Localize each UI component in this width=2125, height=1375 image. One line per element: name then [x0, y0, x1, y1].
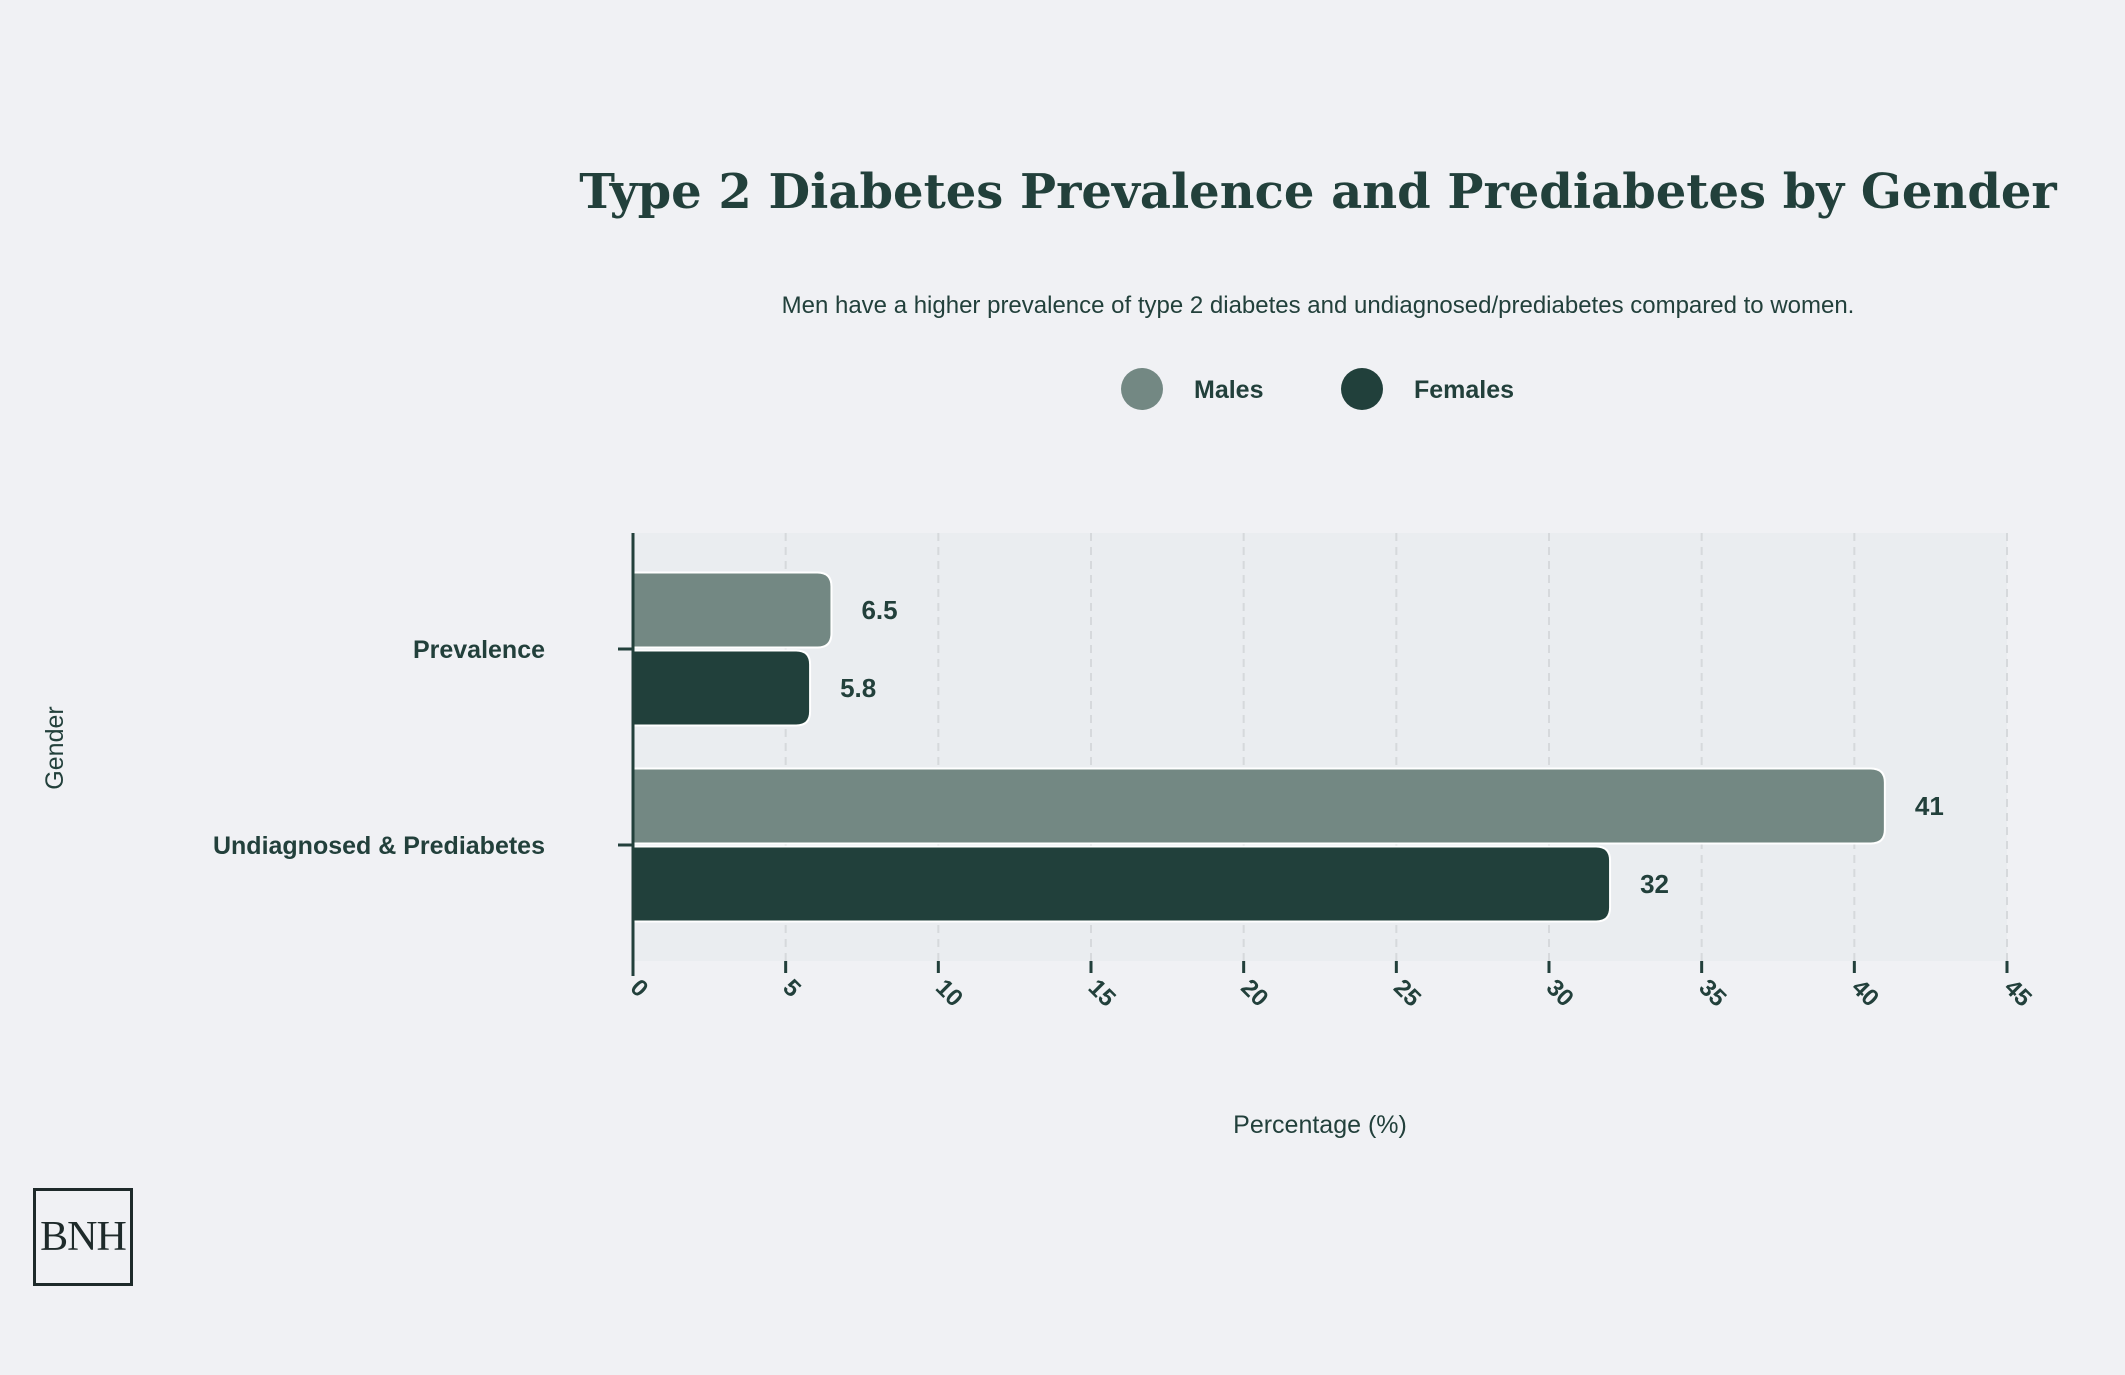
x-tick-label: 35 — [1693, 974, 1731, 1012]
bar-females-1 — [632, 845, 1612, 923]
y-axis: Prevalence Undiagnosed & Prediabetes — [213, 533, 635, 976]
chart-title: Type 2 Diabetes Prevalence and Prediabet… — [579, 164, 2057, 220]
x-axis-title: Percentage (%) — [1233, 1111, 1407, 1139]
bar-females-0 — [632, 649, 812, 727]
bar-males-0 — [632, 571, 833, 649]
legend-swatch-females — [1341, 368, 1383, 410]
y-axis-title: Gender — [41, 706, 69, 789]
chart-subtitle: Men have a higher prevalence of type 2 d… — [782, 292, 1855, 319]
x-tick-label: 45 — [1999, 974, 2037, 1012]
x-tick-label: 30 — [1541, 974, 1579, 1012]
legend-label-males: Males — [1194, 376, 1263, 404]
x-tick-label: 15 — [1083, 974, 1121, 1012]
value-label: 6.5 — [861, 595, 897, 625]
value-label: 5.8 — [840, 673, 876, 703]
value-label: 32 — [1640, 869, 1669, 899]
bnh-logo: BNH — [33, 1188, 133, 1286]
x-axis: 0 5 10 15 20 25 30 35 40 45 — [625, 961, 2037, 1012]
x-tick-label: 5 — [777, 974, 806, 1003]
category-label: Undiagnosed & Prediabetes — [213, 832, 545, 860]
bars — [632, 571, 1886, 923]
value-labels: 6.5 5.8 41 32 — [840, 595, 1944, 899]
x-tick-label: 0 — [625, 974, 654, 1003]
value-label: 41 — [1915, 791, 1944, 821]
legend-label-females: Females — [1414, 376, 1514, 404]
bar-males-1 — [632, 767, 1886, 845]
legend: Males Females — [1121, 368, 1514, 410]
legend-swatch-males — [1121, 368, 1163, 410]
x-tick-label: 25 — [1388, 974, 1426, 1012]
category-label: Prevalence — [413, 636, 545, 664]
x-tick-label: 40 — [1846, 974, 1884, 1012]
x-tick-label: 20 — [1235, 974, 1273, 1012]
x-tick-label: 10 — [930, 974, 968, 1012]
